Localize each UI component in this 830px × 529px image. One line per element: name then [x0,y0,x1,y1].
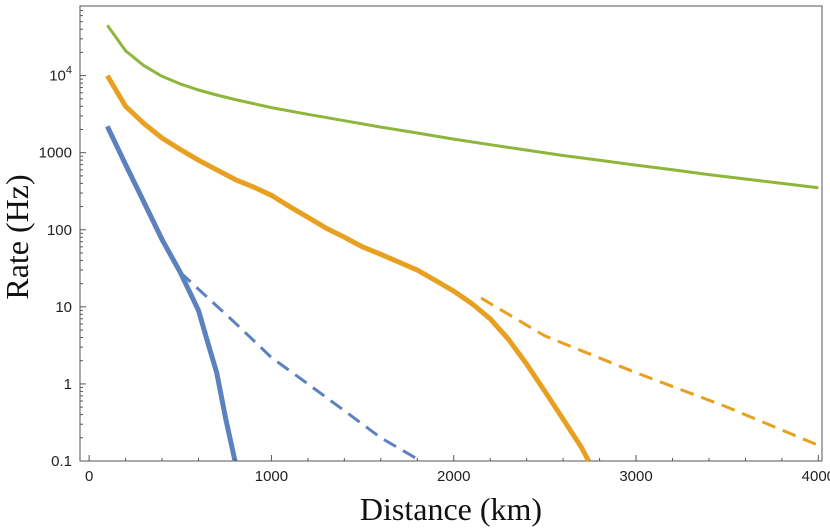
y-tick-label: 0.1 [51,453,72,470]
y-tick-label: 1 [64,376,72,393]
series-line-1 [106,24,819,190]
series-line-2 [105,74,591,463]
x-tick-label: 3000 [619,468,652,485]
y-tick-label: 1000 [39,145,72,162]
y-axis-title: Rate (Hz) [0,174,35,299]
x-tick-label: 1000 [255,468,288,485]
plot-frame [79,5,823,462]
x-tick-label: 2000 [437,468,470,485]
x-axis-title: Distance (km) [360,491,542,527]
series-line-4 [105,125,238,462]
y-tick-label: 104 [49,65,72,85]
x-tick-label: 0 [85,468,93,485]
series-line-3 [480,296,819,447]
series-line-5 [179,271,422,463]
y-tick-label: 100 [47,222,72,239]
y-tick-label: 10 [55,299,72,316]
series-layer [105,24,819,463]
